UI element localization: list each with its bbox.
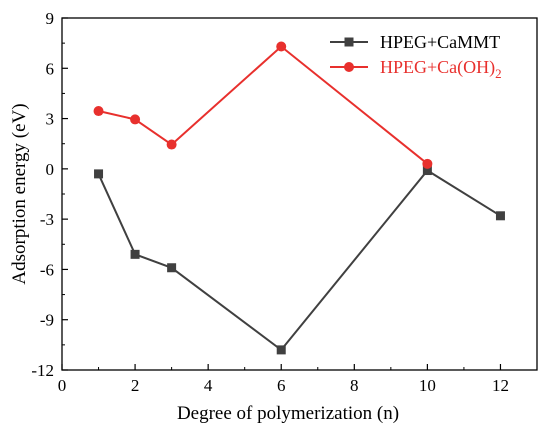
legend-label: HPEG+Ca(OH)2	[380, 57, 502, 81]
tick-labels: 0 2 4 6 8 10 12 9 6 3 0 -3 -6 -9 -12	[31, 9, 509, 395]
data-point	[93, 106, 104, 117]
x-tick-label: 10	[419, 376, 436, 395]
y-tick-label: 0	[46, 160, 55, 179]
legend-marker	[344, 62, 354, 72]
series-layer	[93, 41, 505, 355]
y-tick-label: -6	[40, 260, 54, 279]
series-line	[98, 45, 429, 165]
data-point	[422, 166, 432, 176]
y-axis-label: Adsorption energy (eV)	[9, 103, 30, 284]
data-point	[130, 114, 141, 125]
legend-label: HPEG+CaMMT	[380, 32, 500, 52]
axis-ticks	[61, 17, 502, 371]
y-tick-label: 9	[46, 9, 55, 28]
x-tick-label: 2	[131, 376, 140, 395]
legend: HPEG+CaMMT HPEG+Ca(OH)2	[330, 32, 502, 81]
data-point	[422, 158, 433, 169]
y-tick-label: -9	[40, 311, 54, 330]
data-point	[276, 41, 287, 52]
legend-marker	[344, 37, 354, 47]
data-point	[495, 211, 505, 221]
data-point	[167, 263, 177, 273]
x-tick-label: 8	[350, 376, 359, 395]
x-tick-label: 4	[204, 376, 213, 395]
data-point	[276, 345, 286, 355]
series-line	[97, 169, 502, 352]
y-tick-label: -3	[40, 210, 54, 229]
x-axis-label: Degree of polymerization (n)	[177, 403, 399, 424]
data-point	[166, 139, 177, 150]
data-point	[130, 249, 140, 259]
y-tick-label: 3	[46, 110, 55, 129]
x-tick-label: 12	[492, 376, 509, 395]
data-point	[94, 169, 104, 179]
y-tick-label: -12	[31, 361, 54, 380]
x-tick-label: 6	[277, 376, 286, 395]
x-tick-label: 0	[58, 376, 67, 395]
y-tick-label: 6	[46, 59, 55, 78]
